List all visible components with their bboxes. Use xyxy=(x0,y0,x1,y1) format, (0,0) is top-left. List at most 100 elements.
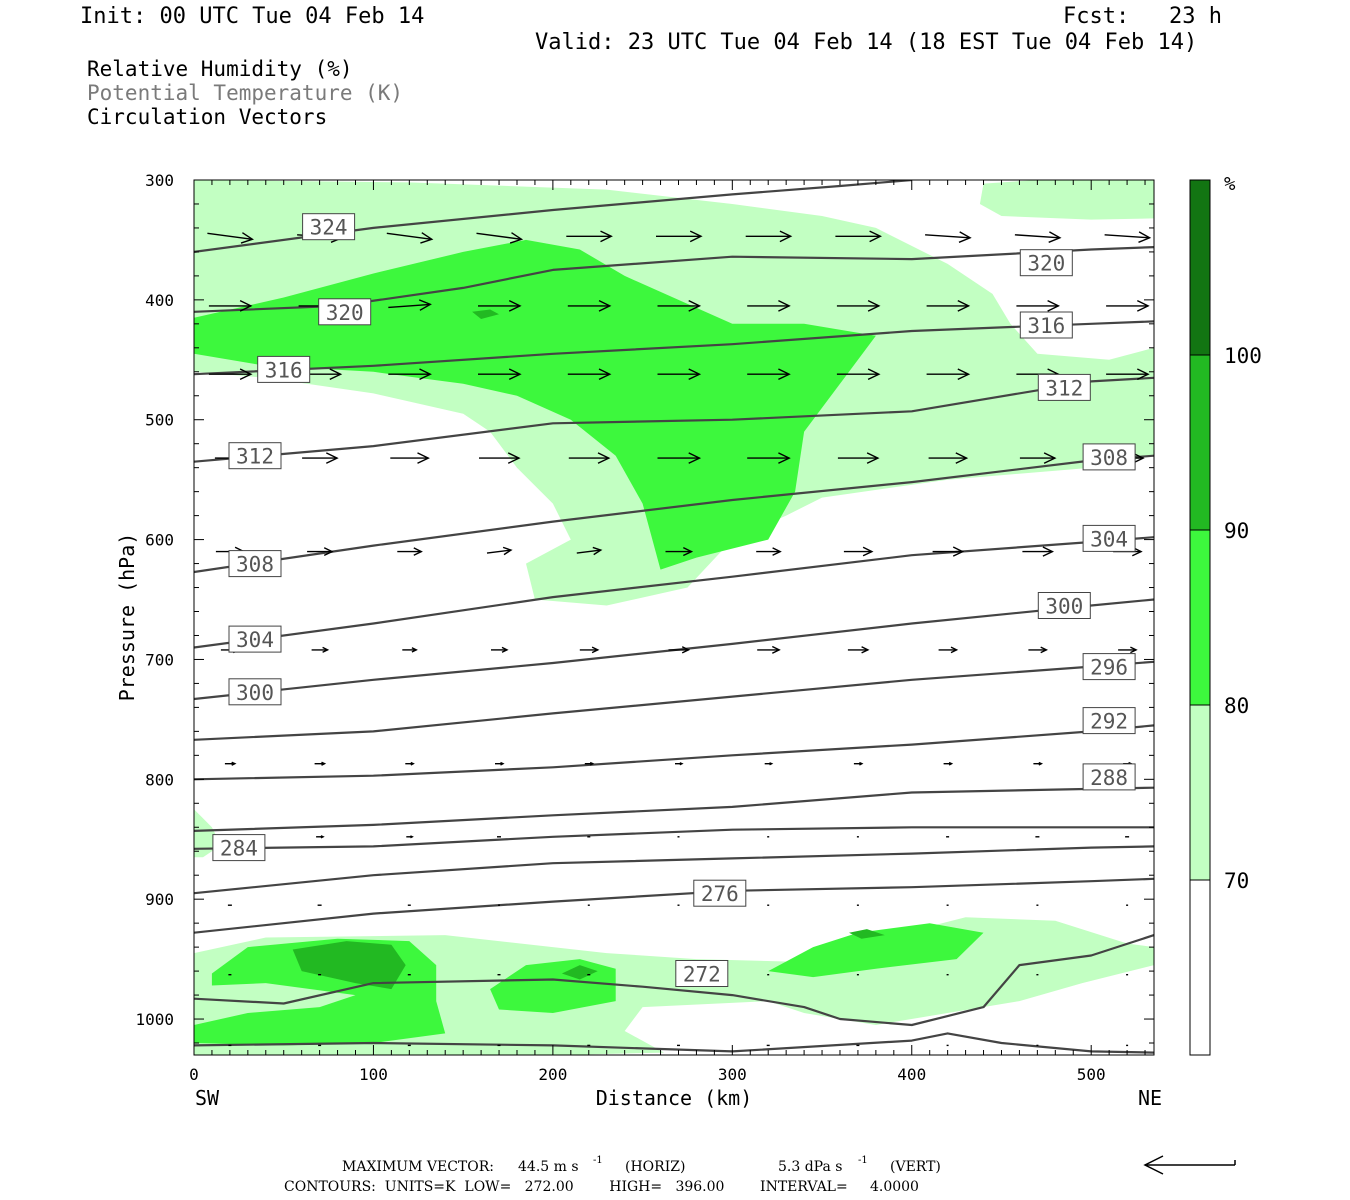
rh-region-80-7 xyxy=(768,923,984,978)
vector-head xyxy=(1048,231,1062,243)
vector-head xyxy=(592,546,603,556)
colorbar-swatch xyxy=(1189,879,1211,1056)
vector-arrow xyxy=(1106,299,1150,312)
vector-arrow xyxy=(1022,546,1055,557)
colorbar-level-label: 100 xyxy=(1224,344,1262,368)
contour-label-text: 312 xyxy=(236,445,274,469)
rh-region-70-1 xyxy=(979,180,1154,220)
contour-label-text: 276 xyxy=(701,882,739,906)
contour-label-box xyxy=(1082,763,1136,791)
vector-head xyxy=(772,547,782,556)
colorbar-swatch xyxy=(1189,529,1211,706)
contour-label-text: 292 xyxy=(1090,710,1128,734)
vector-arrow xyxy=(1033,761,1044,766)
contour-label-box xyxy=(675,960,729,987)
footer: MAXIMUM VECTOR: 44.5 m s -1 (HORIZ) 5.3 … xyxy=(284,1155,1236,1195)
rh-region-90-11 xyxy=(849,929,885,939)
vector-arrow xyxy=(388,368,432,381)
vector-head xyxy=(1040,646,1049,654)
contour-label-box xyxy=(1037,373,1091,401)
vector-arrow xyxy=(397,547,423,556)
x-tick-label: 0 xyxy=(189,1065,199,1084)
contour-label-box xyxy=(212,834,266,862)
vector-head xyxy=(239,299,253,312)
vector-head xyxy=(507,452,521,464)
rh-region-90-8 xyxy=(292,941,406,990)
contour-label-text: 304 xyxy=(1090,527,1128,551)
max-vector-horiz: 44.5 m s xyxy=(518,1159,579,1175)
vector-arrow xyxy=(943,761,954,766)
axes: 0 100 200 300 400 500 300 400 500 600 700 800 900 100… xyxy=(115,171,1162,1110)
vector-head xyxy=(867,299,881,312)
vector-arrow xyxy=(495,761,505,766)
vector-arrow xyxy=(579,646,600,654)
contour-label: 300 xyxy=(228,678,282,706)
vector-arrow xyxy=(928,452,969,464)
vector-head xyxy=(320,835,325,839)
legend-vectors: Circulation Vectors xyxy=(87,105,328,129)
contour-label-box xyxy=(693,879,747,907)
vector-arrow xyxy=(938,646,959,654)
right-end-label: NE xyxy=(1138,1086,1162,1110)
vector-head xyxy=(329,368,343,381)
max-vector-vert: 5.3 dPa s xyxy=(778,1159,842,1175)
vector-arrow xyxy=(486,546,513,556)
vector-arrow xyxy=(675,762,684,766)
vector-arrow xyxy=(747,368,791,381)
vector-arrow xyxy=(668,646,691,654)
contour-label-text: 284 xyxy=(220,837,258,861)
contour-label-box xyxy=(257,355,311,383)
vector-shaft xyxy=(476,232,522,240)
vector-shaft xyxy=(386,232,432,240)
vector-arrow xyxy=(925,231,972,243)
vector-head xyxy=(597,452,611,464)
contour-label: 300 xyxy=(1037,592,1091,619)
x-tick-label: 200 xyxy=(538,1065,567,1084)
x-axis-label: Distance (km) xyxy=(596,1086,753,1110)
vector-head xyxy=(508,368,522,381)
vector-arrow xyxy=(316,835,325,839)
isentrope-312 xyxy=(194,376,1154,463)
vector-head xyxy=(410,835,414,839)
y-tick-label: 300 xyxy=(145,171,174,190)
contour-labels: 324 320 320 316 316 312 312 308 308 304 304 300 300 2… xyxy=(212,213,1136,987)
vector-head xyxy=(1047,299,1061,312)
vector-shaft xyxy=(1104,234,1150,239)
vector-arrow xyxy=(1028,646,1049,654)
contour-label-text: 300 xyxy=(236,681,274,705)
y-tick-label: 800 xyxy=(145,770,174,789)
vector-arrow xyxy=(208,368,253,381)
x-tick-label: 400 xyxy=(897,1065,926,1084)
vector-head xyxy=(681,646,691,654)
vector-arrow xyxy=(567,368,612,381)
vector-arrow xyxy=(478,368,522,381)
legend-theta: Potential Temperature (K) xyxy=(87,81,404,105)
isentrope-288 xyxy=(194,786,1154,832)
colorbar-swatch xyxy=(1189,354,1211,531)
vector-head xyxy=(867,368,881,381)
vector-head xyxy=(778,368,791,381)
rh-region-90-10 xyxy=(561,965,598,980)
rh-shading xyxy=(194,180,1154,1055)
contour-label-box xyxy=(1082,524,1136,552)
vector-arrow xyxy=(491,646,509,653)
contours-info: CONTOURS: UNITS=K LOW= 272.00 HIGH= 396.… xyxy=(284,1179,919,1195)
vector-shaft xyxy=(576,549,601,554)
contour-label-box xyxy=(1019,249,1073,277)
contour-label-text: 320 xyxy=(326,301,364,325)
contour-label: 308 xyxy=(228,550,282,578)
contour-label-text: 312 xyxy=(1045,376,1083,400)
vector-head xyxy=(500,761,505,766)
contour-label-box xyxy=(228,442,282,470)
vector-arrow xyxy=(479,452,521,464)
vert-tag: (VERT) xyxy=(890,1159,941,1175)
vector-head xyxy=(682,546,694,557)
vector-arrow xyxy=(665,546,694,557)
vector-head xyxy=(589,761,595,766)
vector-head xyxy=(502,546,513,556)
contour-label-text: 272 xyxy=(683,963,721,987)
colorbar-unit: % xyxy=(1224,173,1236,195)
vector-arrow xyxy=(307,547,334,557)
contour-label-box xyxy=(228,625,282,653)
